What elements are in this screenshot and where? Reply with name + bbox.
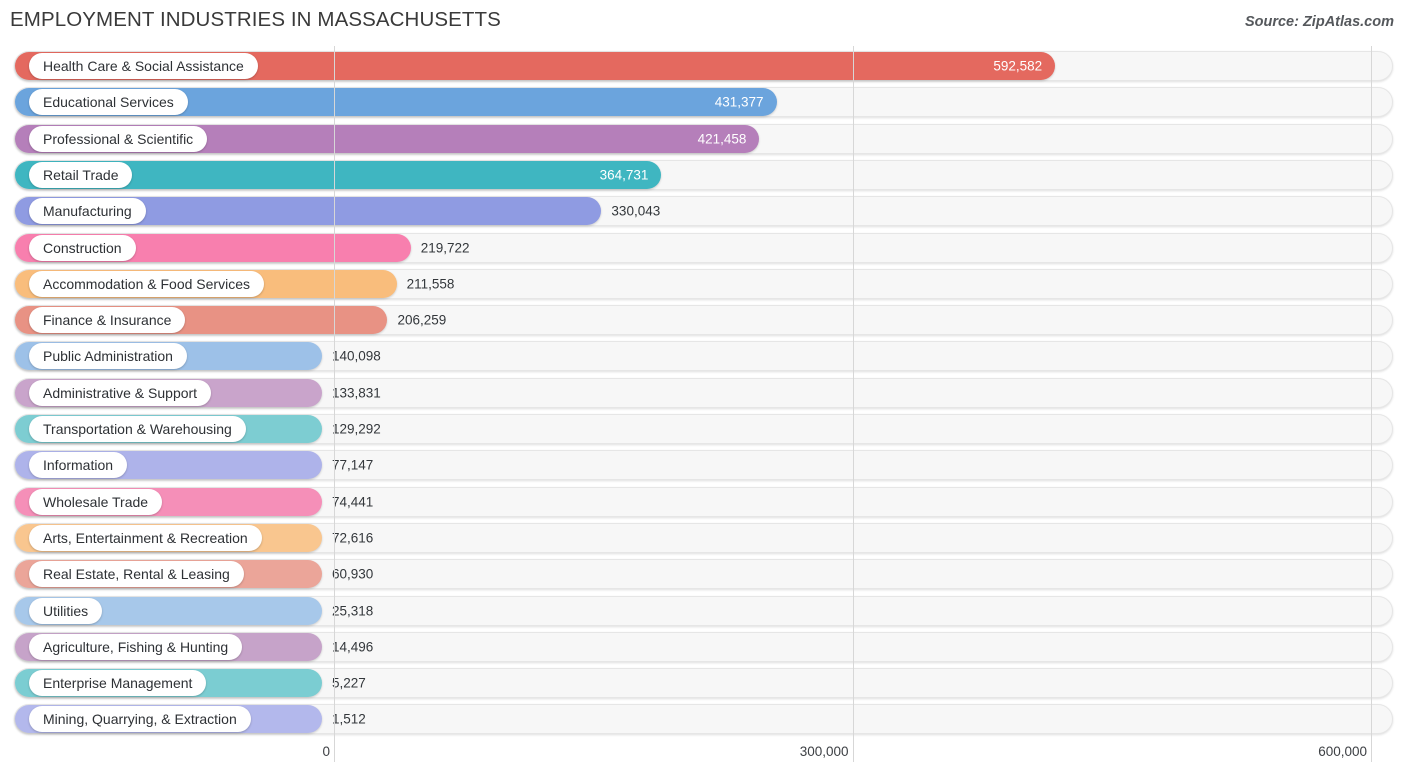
category-label-pill: Administrative & Support	[29, 379, 212, 406]
chart-row[interactable]: Utilities 25,318	[14, 595, 1393, 626]
chart-row[interactable]: Transportation & Warehousing 129,292	[14, 414, 1393, 444]
category-label-pill: Finance & Insurance	[29, 307, 186, 334]
category-label: Administrative & Support	[43, 384, 198, 401]
bar-value-label: 330,043	[611, 203, 661, 219]
bar-value-label: 592,582	[993, 58, 1043, 74]
chart-row[interactable]: Information 77,147	[14, 450, 1393, 481]
chart-row[interactable]: Educational Services 431,377	[14, 87, 1393, 118]
axis-tick-mark	[334, 738, 335, 762]
category-label: Finance & Insurance	[43, 312, 172, 329]
bar-value-label: 421,458	[697, 131, 747, 147]
category-label: Agriculture, Fishing & Hunting	[43, 638, 229, 655]
axis-tick-mark	[1371, 738, 1372, 762]
x-axis: 0 300,000 600,000	[0, 738, 1406, 776]
chart-row[interactable]: Manufacturing 330,043	[14, 196, 1393, 227]
category-label-pill: Information	[29, 452, 128, 479]
category-label-pill: Wholesale Trade	[29, 488, 163, 515]
category-label-pill: Real Estate, Rental & Leasing	[29, 561, 244, 588]
plot-area: Health Care & Social Assistance 592,582 Ed…	[0, 46, 1406, 738]
category-label: Arts, Entertainment & Recreation	[43, 529, 248, 546]
bar-value-label: 219,722	[420, 240, 470, 255]
axis-tick-label: 0	[322, 744, 330, 759]
category-label-pill: Agriculture, Fishing & Hunting	[29, 633, 243, 660]
bar-value-label: 364,731	[599, 167, 649, 183]
chart-row[interactable]: Accommodation & Food Services 211,558	[14, 268, 1393, 299]
bar-value-label: 77,147	[332, 457, 374, 473]
category-label: Real Estate, Rental & Leasing	[43, 566, 230, 583]
category-label: Utilities	[43, 602, 89, 619]
category-label: Accommodation & Food Services	[43, 275, 250, 292]
bar-value-label: 5,227	[332, 675, 366, 691]
page-title: EMPLOYMENT INDUSTRIES IN MASSACHUSETTS	[10, 8, 501, 31]
category-label-pill: Accommodation & Food Services	[29, 270, 264, 297]
chart-row[interactable]: Construction 219,722	[14, 232, 1393, 263]
chart-row[interactable]: Arts, Entertainment & Recreation 72,616	[14, 522, 1393, 553]
chart-row[interactable]: Agriculture, Fishing & Hunting 14,496	[14, 631, 1393, 662]
category-label: Information	[43, 457, 114, 474]
category-label-pill: Construction	[29, 234, 136, 261]
bar-value-label: 431,377	[714, 94, 764, 110]
chart-row[interactable]: Health Care & Social Assistance 592,582	[14, 51, 1393, 81]
category-label: Mining, Quarrying, & Extraction	[43, 711, 237, 728]
category-label: Wholesale Trade	[43, 493, 149, 510]
bar-value-label: 25,318	[332, 603, 374, 618]
category-label-pill: Professional & Scientific	[29, 125, 208, 152]
bar-value-label: 14,496	[332, 639, 374, 655]
category-label: Enterprise Management	[43, 675, 193, 692]
chart-row[interactable]: Wholesale Trade 74,441	[14, 486, 1393, 517]
category-label: Manufacturing	[43, 203, 132, 220]
category-label-pill: Mining, Quarrying, & Extraction	[29, 706, 251, 733]
category-label: Professional & Scientific	[43, 130, 194, 147]
bar-value-label: 129,292	[332, 421, 381, 437]
category-label-pill: Educational Services	[29, 89, 188, 116]
axis-tick-label: 300,000	[799, 744, 849, 759]
chart-row[interactable]: Real Estate, Rental & Leasing 60,930	[14, 559, 1393, 590]
bar-value-label: 133,831	[332, 385, 381, 401]
category-label-pill: Utilities	[29, 597, 103, 624]
chart-row[interactable]: Finance & Insurance 206,259	[14, 305, 1393, 336]
category-label-pill: Retail Trade	[29, 161, 133, 188]
chart-row[interactable]: Public Administration 140,098	[14, 341, 1393, 372]
category-label-pill: Arts, Entertainment & Recreation	[29, 524, 262, 551]
chart-row[interactable]: Retail Trade 364,731	[14, 159, 1393, 190]
category-label: Transportation & Warehousing	[43, 421, 232, 437]
category-label-pill: Public Administration	[29, 343, 187, 370]
bar-value-label: 1,512	[332, 711, 366, 727]
chart-row[interactable]: Enterprise Management 5,227	[14, 668, 1393, 699]
category-label: Public Administration	[43, 348, 173, 365]
category-label: Retail Trade	[43, 166, 119, 183]
chart-row[interactable]: Professional & Scientific 421,458	[14, 123, 1393, 154]
bar-value-label: 60,930	[332, 566, 374, 582]
bar-value-label: 140,098	[332, 348, 381, 364]
bar-value-label: 206,259	[397, 312, 447, 328]
bar-value-label: 211,558	[406, 276, 455, 292]
category-label-pill: Transportation & Warehousing	[29, 416, 246, 442]
chart-row[interactable]: Mining, Quarrying, & Extraction 1,512	[14, 704, 1393, 735]
source-attribution: Source: ZipAtlas.com	[1244, 14, 1394, 30]
category-label-pill: Health Care & Social Assistance	[29, 53, 258, 79]
bar-value-label: 72,616	[332, 530, 374, 546]
category-label-pill: Enterprise Management	[29, 670, 207, 697]
chart-row[interactable]: Administrative & Support 133,831	[14, 377, 1393, 408]
category-label-pill: Manufacturing	[29, 198, 146, 225]
axis-tick-mark	[852, 738, 854, 762]
axis-tick-label: 600,000	[1318, 744, 1367, 759]
bar-value-label: 74,441	[332, 494, 374, 510]
category-label: Educational Services	[43, 94, 174, 111]
category-label: Health Care & Social Assistance	[43, 58, 244, 74]
category-label: Construction	[43, 239, 122, 256]
